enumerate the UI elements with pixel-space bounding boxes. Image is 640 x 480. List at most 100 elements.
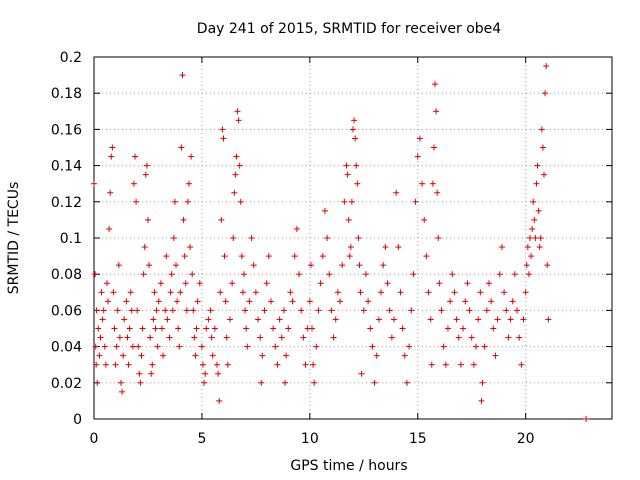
data-point [155,298,162,305]
data-point [460,325,467,332]
chart-title: Day 241 of 2015, SRMTID for receiver obe… [197,21,501,37]
data-point [205,316,212,323]
data-point [583,416,590,422]
data-point [106,225,113,232]
data-point [239,289,246,296]
data-point [528,253,535,260]
data-point [324,235,331,241]
data-point [147,334,154,341]
data-point [505,334,512,341]
data-point [174,298,181,305]
data-point [92,343,99,350]
data-point [414,153,421,160]
data-point [321,207,328,214]
data-point [523,262,530,269]
data-point [237,198,244,205]
data-point [543,63,550,70]
x-tick-label: 10 [301,431,319,447]
data-point [395,244,402,251]
data-point [166,334,173,341]
data-point [344,171,351,178]
data-point [440,343,447,350]
data-point [193,325,200,332]
data-point [126,325,133,332]
data-point [162,307,169,314]
y-tick-label: 0.2 [60,50,82,66]
data-point [133,198,140,205]
data-point [542,90,549,97]
data-point [346,253,353,260]
data-point [92,271,99,278]
data-point [285,325,292,332]
data-point [259,352,266,359]
data-point [343,162,350,169]
data-point [464,280,471,287]
data-point [125,361,132,368]
data-point [230,235,237,241]
data-point [105,298,112,305]
data-point [154,343,161,350]
data-point [136,370,143,377]
data-point [142,171,149,178]
data-point [257,334,264,341]
data-point [248,235,255,241]
data-point [169,307,176,314]
data-point [101,343,108,350]
data-point [388,334,395,341]
data-point [198,343,205,350]
data-point [308,325,315,332]
data-point [526,235,533,241]
data-point [190,307,197,314]
data-point [157,280,164,287]
data-point [391,316,398,323]
data-point [537,235,544,241]
data-point [209,352,216,359]
data-point [393,189,400,196]
data-point [214,361,221,368]
data-point [345,216,352,223]
data-point [201,379,208,386]
x-tick-label: 15 [409,431,427,447]
data-point [432,81,439,88]
y-tick-label: 0.18 [51,86,82,102]
data-point [221,253,228,260]
data-point [451,289,458,296]
data-point [483,307,490,314]
data-point [434,189,441,196]
data-point [128,307,135,314]
data-point [265,253,272,260]
data-point [276,316,283,323]
data-point [130,180,137,187]
data-point [103,280,110,287]
data-point [158,325,165,332]
data-point [203,325,210,332]
data-point [535,207,542,214]
data-point [530,198,537,205]
data-point [516,334,523,341]
data-point [283,352,290,359]
data-point [199,361,206,368]
data-point [501,289,508,296]
data-point [367,325,374,332]
data-point [538,126,545,133]
data-point [300,334,307,341]
data-point [188,153,195,160]
data-point [121,316,128,323]
data-point [362,271,369,278]
data-point [328,307,335,314]
data-point [438,307,445,314]
x-tick-label: 20 [517,431,535,447]
data-point [138,352,145,359]
data-point [263,280,270,287]
data-point [112,361,119,368]
y-tick-label: 0.12 [51,195,82,211]
data-point [243,325,250,332]
data-point [151,289,158,296]
data-point [365,298,372,305]
data-point [525,271,532,278]
data-point [255,316,262,323]
data-point [94,379,101,386]
data-point [127,289,134,296]
data-point [134,307,141,314]
data-point [492,352,499,359]
